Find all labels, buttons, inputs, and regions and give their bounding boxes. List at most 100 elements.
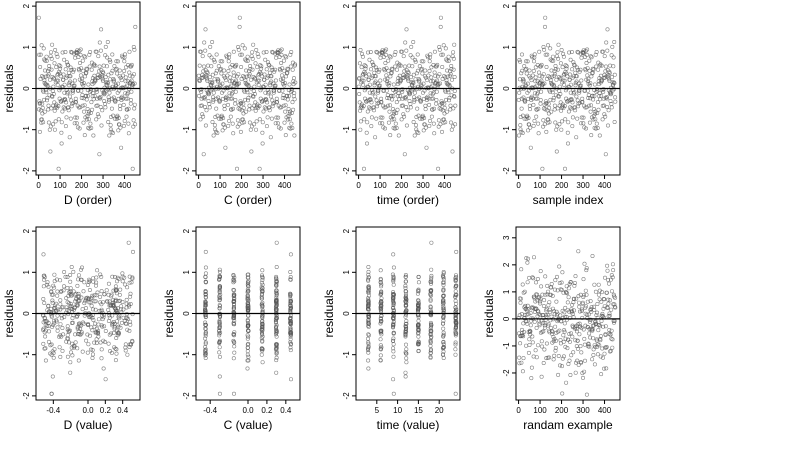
data-point: [115, 323, 120, 328]
data-point: [375, 104, 380, 109]
data-point: [261, 109, 266, 114]
data-point: [250, 50, 255, 55]
data-point: [416, 298, 421, 303]
data-point: [37, 52, 42, 57]
data-point: [398, 63, 403, 68]
data-point: [391, 111, 396, 116]
data-point: [531, 102, 536, 107]
data-point: [593, 111, 598, 116]
data-point: [365, 120, 370, 125]
data-point: [379, 282, 384, 287]
data-point: [250, 106, 255, 111]
data-point: [572, 280, 577, 285]
data-point: [255, 78, 260, 83]
data-point: [547, 355, 552, 360]
data-point: [559, 287, 564, 292]
data-point: [279, 60, 284, 65]
data-point: [526, 350, 531, 355]
data-point: [366, 366, 371, 371]
data-point: [417, 95, 422, 100]
data-point: [288, 252, 293, 257]
data-point: [127, 304, 132, 309]
data-point: [66, 63, 71, 68]
data-point: [611, 55, 616, 60]
data-point: [384, 79, 389, 84]
data-point: [197, 78, 202, 83]
data-point: [217, 306, 222, 311]
data-point: [217, 303, 222, 308]
data-point: [566, 109, 571, 114]
data-point: [106, 318, 111, 323]
data-point: [106, 307, 111, 312]
data-point: [378, 299, 383, 304]
data-point: [441, 43, 446, 48]
data-point: [281, 58, 286, 63]
data-point: [115, 71, 120, 76]
data-point: [519, 267, 524, 272]
data-point: [562, 104, 567, 109]
data-point: [364, 141, 369, 146]
data-point: [439, 52, 444, 57]
data-point: [441, 326, 446, 331]
data-point: [369, 115, 374, 120]
data-point: [236, 72, 241, 77]
data-point: [288, 297, 293, 302]
data-point: [57, 334, 62, 339]
data-point: [518, 296, 523, 301]
data-point: [245, 323, 250, 328]
data-point: [404, 321, 409, 326]
data-point: [118, 125, 123, 130]
data-point: [524, 308, 529, 313]
data-point: [550, 306, 555, 311]
data-point: [604, 96, 609, 101]
data-point: [228, 65, 233, 70]
data-point: [584, 60, 589, 65]
data-point: [428, 338, 433, 343]
data-point: [361, 166, 366, 171]
data-point: [525, 280, 530, 285]
data-point: [91, 276, 96, 281]
data-point: [399, 117, 404, 122]
data-point: [428, 305, 433, 310]
data-point: [81, 120, 86, 125]
data-point: [541, 118, 546, 123]
data-point: [217, 298, 222, 303]
data-point: [609, 102, 614, 107]
data-point: [527, 103, 532, 108]
data-point: [82, 109, 87, 114]
data-point: [71, 69, 76, 74]
data-point: [257, 104, 262, 109]
data-point: [417, 64, 422, 69]
data-point: [222, 103, 227, 108]
data-point: [367, 105, 372, 110]
data-point: [131, 118, 136, 123]
data-point: [214, 106, 219, 111]
data-point: [580, 375, 585, 380]
data-point: [217, 325, 222, 330]
data-point: [599, 290, 604, 295]
data-point: [47, 67, 52, 72]
data-point: [558, 338, 563, 343]
data-point: [598, 354, 603, 359]
data-point: [561, 78, 566, 83]
data-point: [247, 69, 252, 74]
data-point: [96, 54, 101, 59]
data-point: [542, 347, 547, 352]
data-point: [521, 95, 526, 100]
x-tick-label: 400: [598, 406, 612, 415]
data-point: [225, 73, 230, 78]
data-point: [411, 81, 416, 86]
data-point: [246, 278, 251, 283]
data-point: [226, 55, 231, 60]
data-point: [400, 87, 405, 92]
data-point: [267, 108, 272, 113]
data-point: [393, 121, 398, 126]
data-point: [447, 95, 452, 100]
data-point: [243, 97, 248, 102]
data-point: [598, 338, 603, 343]
data-point: [453, 289, 458, 294]
data-point: [551, 58, 556, 63]
data-point: [110, 321, 115, 326]
data-point: [573, 70, 578, 75]
